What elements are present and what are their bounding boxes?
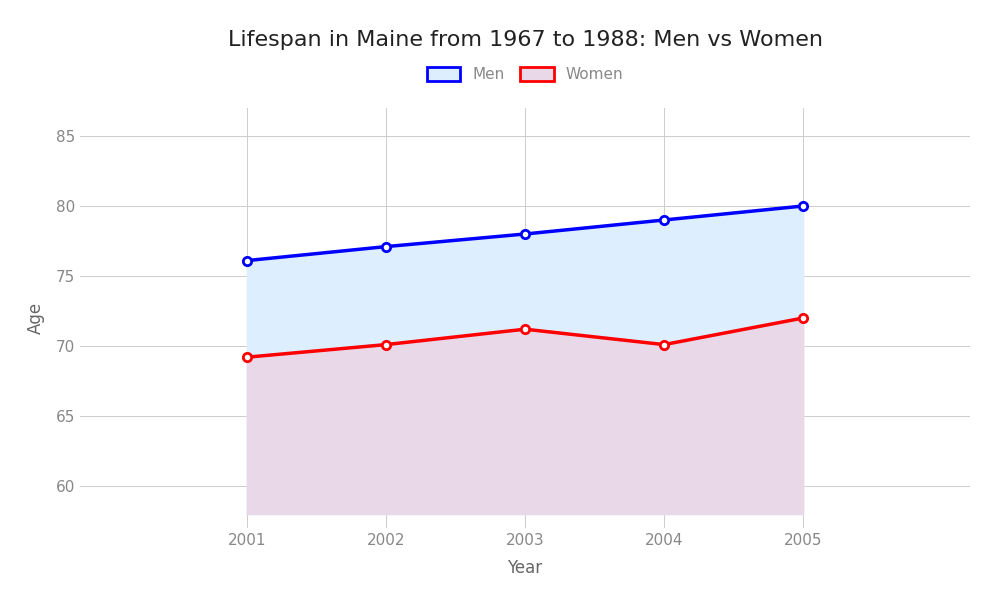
Legend: Men, Women: Men, Women	[420, 61, 630, 88]
Title: Lifespan in Maine from 1967 to 1988: Men vs Women: Lifespan in Maine from 1967 to 1988: Men…	[228, 29, 822, 49]
X-axis label: Year: Year	[507, 559, 543, 577]
Y-axis label: Age: Age	[27, 302, 45, 334]
